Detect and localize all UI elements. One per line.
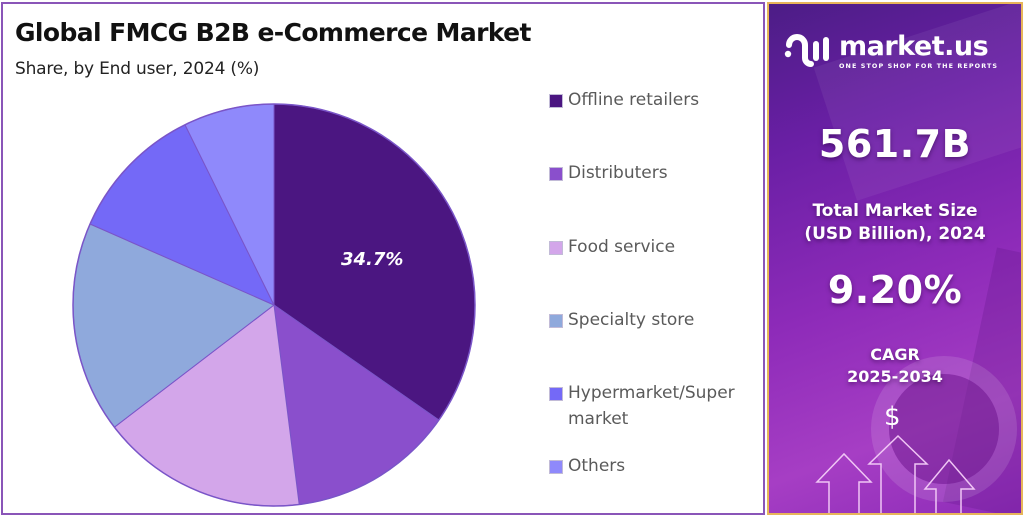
market-us-logo-icon	[784, 34, 829, 67]
market-size-value: 561.7B	[818, 122, 972, 166]
legend-item-others: Others	[550, 456, 770, 479]
legend-label: Offline retailers	[568, 90, 700, 110]
legend-item-offline-retailers: Offline retailers	[550, 90, 770, 113]
brand-logo: market.us ONE STOP SHOP FOR THE REPORTS	[783, 31, 1013, 71]
legend-swatch	[550, 95, 562, 107]
legend-label: Food service	[568, 237, 676, 257]
legend-label: Others	[568, 456, 626, 476]
legend-swatch	[550, 388, 562, 400]
cagr-label: CAGR 2025-2034	[769, 344, 1021, 388]
legend-item-food-service: Food service	[550, 237, 770, 260]
legend-label: Distributers	[568, 163, 668, 183]
pie-outline	[72, 103, 476, 507]
legend-item-specialty-store: Specialty store	[550, 310, 770, 333]
brand-name: market.us	[839, 30, 989, 62]
cagr-label-line1: CAGR	[870, 345, 920, 364]
brand-tagline: ONE STOP SHOP FOR THE REPORTS	[839, 61, 999, 70]
market-size-label-line2: (USD Billion), 2024	[804, 224, 986, 244]
growth-arrows-icon	[815, 434, 976, 513]
legend-swatch	[550, 168, 562, 180]
cagr-label-line2: 2025-2034	[847, 367, 943, 386]
chart-panel: Global FMCG B2B e-Commerce Market Share,…	[1, 2, 765, 515]
market-size-label: Total Market Size (USD Billion), 2024	[769, 200, 1021, 246]
pie-chart	[69, 100, 479, 510]
dollar-icon: $	[884, 402, 901, 432]
legend-swatch	[550, 461, 562, 473]
chart-title: Global FMCG B2B e-Commerce Market	[15, 18, 532, 47]
legend-swatch	[550, 242, 562, 254]
pie-data-label-offline-retailers: 34.7%	[341, 249, 404, 270]
pie-svg	[72, 103, 476, 507]
chart-subtitle: Share, by End user, 2024 (%)	[15, 59, 260, 79]
legend-label: Specialty store	[568, 310, 695, 330]
summary-panel: market.us ONE STOP SHOP FOR THE REPORTS …	[767, 2, 1023, 515]
legend-label: Hypermarket/Super market	[568, 383, 735, 429]
legend-item-distributers: Distributers	[550, 163, 770, 186]
legend-item-hypermarket-supermarket: Hypermarket/Super market	[550, 383, 770, 432]
legend-swatch	[550, 315, 562, 327]
market-size-label-line1: Total Market Size	[812, 201, 978, 221]
cagr-value: 9.20%	[827, 268, 963, 312]
